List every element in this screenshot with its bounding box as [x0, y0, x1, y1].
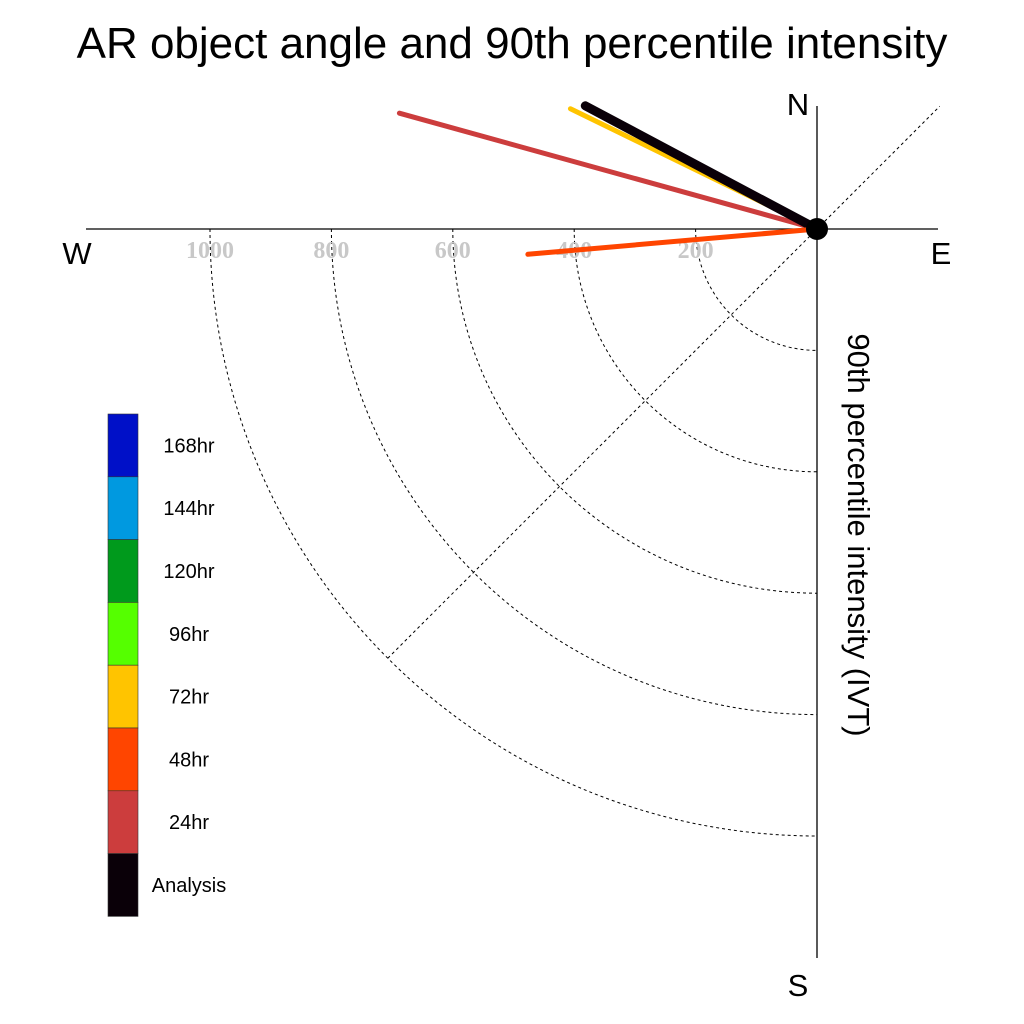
legend-swatch [107, 539, 139, 603]
east-label: E [931, 236, 952, 271]
legend-swatch [107, 727, 139, 792]
vector-24hr [396, 110, 820, 232]
legend-label: 48hr [169, 749, 209, 771]
legend-label: Analysis [152, 875, 226, 897]
radial-tick-label: 1000 [186, 238, 234, 264]
legend-swatch [107, 664, 139, 729]
legend-swatch [107, 413, 139, 478]
vector-series [396, 101, 822, 257]
radial-tick-label: 600 [435, 238, 471, 264]
legend-label: 120hr [163, 561, 214, 583]
legend: 168hr 144hr 120hr 96hr 72hr 48hr 24hr Analysis [107, 413, 226, 917]
polar-grid [209, 105, 941, 837]
chart-title: AR object angle and 90th percentile inte… [77, 19, 948, 68]
grid-diagonal [387, 105, 941, 659]
y-axis-label: 90th percentile intensity (IVT) [841, 333, 876, 736]
legend-label: 96hr [169, 624, 209, 646]
north-label: N [787, 87, 809, 122]
west-label: W [62, 236, 92, 271]
vector-analysis [580, 101, 822, 234]
grid-arc [695, 228, 818, 351]
legend-swatch [107, 476, 139, 540]
south-label: S [788, 968, 809, 1003]
legend-label: 144hr [163, 498, 214, 520]
origin-marker [806, 218, 828, 240]
legend-swatch [107, 853, 139, 917]
radial-tick-label: 800 [313, 238, 349, 264]
grid-arc [452, 228, 818, 594]
legend-label: 24hr [169, 812, 209, 834]
grid-arc [573, 228, 818, 473]
radial-tick-labels: 2004006008001000 [186, 238, 714, 264]
legend-label: 72hr [169, 687, 209, 709]
legend-swatch [107, 602, 139, 666]
legend-swatch [107, 790, 139, 854]
legend-label: 168hr [163, 435, 214, 457]
vector-48hr [525, 226, 820, 257]
grid-arc [330, 228, 818, 716]
